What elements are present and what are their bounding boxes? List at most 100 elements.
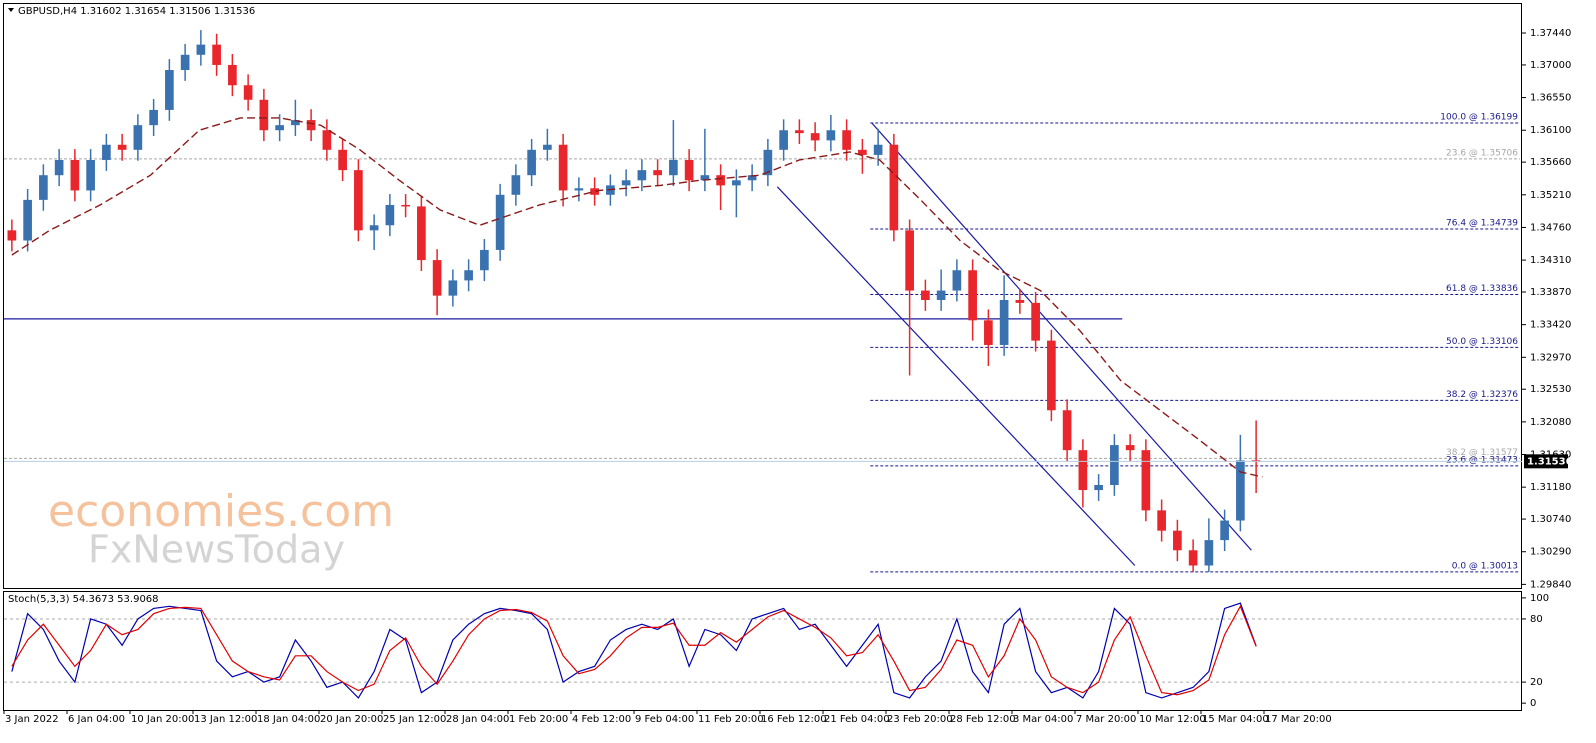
candle-body xyxy=(590,188,599,195)
x-tick-label: 9 Feb 04:00 xyxy=(635,714,694,725)
y-tick-label: 1.34310 xyxy=(1530,255,1571,266)
candle-body xyxy=(1236,460,1245,521)
candle-body xyxy=(86,159,95,191)
x-tick-label: 3 Mar 04:00 xyxy=(1013,714,1073,725)
candle-body xyxy=(70,159,80,191)
candle-body xyxy=(165,70,174,110)
candle-body xyxy=(243,85,253,100)
candle-body xyxy=(212,44,221,65)
x-tick-label: 20 Jan 20:00 xyxy=(320,714,383,725)
candle-body xyxy=(1078,450,1088,491)
indicator-title: Stoch(5,3,3) 54.3673 53.9068 xyxy=(8,594,159,605)
x-tick-label: 6 Jan 04:00 xyxy=(68,714,125,725)
moving-average xyxy=(11,117,1263,478)
candle-body xyxy=(684,159,694,181)
candle-body xyxy=(39,175,48,200)
last-price-box xyxy=(1524,454,1568,469)
x-tick-label: 25 Jan 12:00 xyxy=(383,714,446,725)
candle-body xyxy=(291,120,300,126)
candle-body xyxy=(1141,450,1151,511)
candle-body xyxy=(1015,299,1025,303)
y-tick-label: 1.32970 xyxy=(1530,352,1571,363)
fib-label: 100.0 @ 1.36199 xyxy=(1440,113,1518,123)
candle-body xyxy=(999,299,1009,345)
x-tick-label: 23 Feb 20:00 xyxy=(887,714,953,725)
y-tick-label: 1.32530 xyxy=(1530,384,1571,395)
candle-body xyxy=(621,180,631,186)
candle-body xyxy=(1220,520,1229,541)
fib-label: 38.2 @ 1.31577 xyxy=(1446,448,1518,458)
y-tick-label: 1.30740 xyxy=(1530,514,1571,525)
candle-body xyxy=(653,170,662,176)
candle-body xyxy=(826,130,836,141)
candle-body xyxy=(338,149,347,171)
candle-body xyxy=(495,194,505,250)
fib-label: 61.8 @ 1.33836 xyxy=(1446,284,1518,294)
y-tick-label: 1.34760 xyxy=(1530,222,1571,233)
x-tick-label: 28 Feb 12:00 xyxy=(950,714,1016,725)
candle-body xyxy=(1157,510,1166,531)
candle-body xyxy=(23,199,32,241)
trendline xyxy=(871,122,1252,551)
candle-body xyxy=(354,170,363,231)
x-tick-label: 13 Jan 12:00 xyxy=(194,714,257,725)
candle-body xyxy=(228,64,237,86)
candle-body xyxy=(1204,540,1214,566)
candle-body xyxy=(133,125,143,150)
x-tick-label: 16 Feb 12:00 xyxy=(761,714,827,725)
candle-body xyxy=(1094,484,1103,491)
candle-body xyxy=(275,125,284,131)
x-tick-label: 11 Feb 20:00 xyxy=(698,714,764,725)
candle-body xyxy=(417,206,426,261)
y-tick-label: 1.33870 xyxy=(1530,287,1571,298)
candle-body xyxy=(306,120,316,131)
y-tick-label: 1.29840 xyxy=(1530,579,1571,590)
candle-body xyxy=(1188,550,1198,566)
candle-body xyxy=(1062,410,1072,451)
x-tick-label: 17 Mar 20:00 xyxy=(1265,714,1332,725)
candle-body xyxy=(873,144,883,155)
candle-body xyxy=(574,188,584,191)
candle-body xyxy=(669,159,678,176)
candle-body xyxy=(1031,302,1040,341)
candle-body xyxy=(637,170,647,181)
candle-body xyxy=(464,270,473,281)
y-tick-label: 0 xyxy=(1530,698,1536,709)
trendline xyxy=(776,186,1136,566)
x-tick-label: 1 Feb 20:00 xyxy=(509,714,568,725)
candle-body xyxy=(196,44,206,55)
candle-body xyxy=(7,230,17,241)
stoch-frame xyxy=(3,591,1522,711)
watermark: economies.com xyxy=(48,486,394,537)
fib-label: 23.6 @ 1.31473 xyxy=(1446,455,1518,465)
candle-body xyxy=(952,270,962,291)
candle-body xyxy=(511,175,521,195)
candle-body xyxy=(180,54,190,71)
x-tick-label: 21 Feb 04:00 xyxy=(824,714,890,725)
candle-body xyxy=(448,280,458,296)
candle-body xyxy=(480,249,489,271)
candle-body xyxy=(401,204,410,207)
fib-label: 0.0 @ 1.30013 xyxy=(1452,561,1518,571)
candle-body xyxy=(858,149,867,155)
y-tick-label: 1.31180 xyxy=(1530,482,1571,493)
candle-body xyxy=(842,130,851,150)
fib-label: 23.6 @ 1.35706 xyxy=(1446,148,1518,158)
candle-body xyxy=(716,175,725,186)
candle-body xyxy=(54,159,64,176)
fib-label: 38.2 @ 1.32376 xyxy=(1446,390,1518,400)
menu-arrow xyxy=(8,8,14,12)
y-tick-label: 100 xyxy=(1530,593,1549,604)
candle-body xyxy=(1125,445,1135,451)
chart-title: GBPUSD,H4 1.31602 1.31654 1.31506 1.3153… xyxy=(18,6,255,17)
candle-body xyxy=(1110,445,1119,485)
candle-body xyxy=(810,133,820,141)
x-tick-label: 4 Feb 12:00 xyxy=(572,714,631,725)
candle-body xyxy=(117,144,127,150)
candle-body xyxy=(1173,530,1182,551)
candle-body xyxy=(558,144,568,191)
x-tick-label: 10 Mar 12:00 xyxy=(1139,714,1206,725)
y-tick-label: 1.32080 xyxy=(1530,417,1571,428)
